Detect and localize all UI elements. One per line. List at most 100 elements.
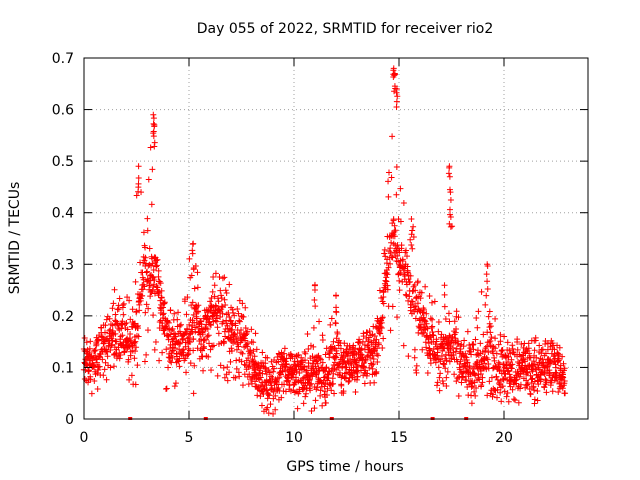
data-point — [91, 347, 98, 354]
data-point — [414, 300, 421, 307]
data-point — [468, 400, 475, 407]
data-point — [376, 287, 383, 294]
data-point — [229, 321, 236, 328]
data-point — [527, 354, 534, 361]
data-point — [228, 348, 235, 355]
data-point — [109, 329, 116, 336]
data-point — [204, 326, 211, 333]
data-point — [112, 311, 119, 318]
data-point — [153, 257, 160, 264]
data-point — [409, 288, 416, 295]
data-point — [308, 407, 315, 414]
data-point — [333, 354, 340, 361]
data-point — [150, 267, 157, 274]
data-point — [117, 336, 124, 343]
data-point — [496, 381, 503, 388]
data-point — [438, 352, 445, 359]
data-point — [301, 363, 308, 370]
data-point — [246, 371, 253, 378]
data-point — [259, 349, 266, 356]
data-point — [81, 335, 88, 342]
data-point — [110, 363, 117, 370]
data-point — [303, 390, 310, 397]
data-point — [236, 373, 243, 380]
data-point — [218, 303, 225, 310]
data-point — [328, 315, 335, 322]
data-point — [112, 330, 119, 337]
data-point — [302, 350, 309, 357]
data-point — [377, 323, 384, 330]
data-point — [293, 366, 300, 373]
data-point — [99, 356, 106, 363]
data-point — [485, 349, 492, 356]
data-point — [525, 345, 532, 352]
data-point — [457, 368, 464, 375]
data-point — [116, 355, 123, 362]
data-point — [207, 346, 214, 353]
data-point — [108, 342, 115, 349]
data-point — [213, 312, 220, 319]
data-point — [144, 268, 151, 275]
data-point — [111, 286, 118, 293]
data-point — [242, 325, 249, 332]
data-point — [221, 274, 228, 281]
data-point — [394, 93, 401, 100]
data-point — [175, 309, 182, 316]
data-point — [396, 287, 403, 294]
data-point — [232, 374, 239, 381]
data-point — [424, 370, 431, 377]
data-point — [419, 330, 426, 337]
data-point — [387, 327, 394, 334]
data-point — [189, 329, 196, 336]
data-point — [546, 370, 553, 377]
data-point — [183, 369, 190, 376]
data-point — [223, 289, 230, 296]
data-point — [215, 330, 222, 337]
data-point — [252, 330, 259, 337]
data-point — [508, 365, 515, 372]
data-point — [217, 362, 224, 369]
data-point — [377, 330, 384, 337]
data-point — [397, 185, 404, 192]
data-point — [441, 303, 448, 310]
data-point — [244, 328, 251, 335]
data-point — [498, 351, 505, 358]
data-point — [418, 321, 425, 328]
data-point — [92, 347, 99, 354]
data-point — [538, 346, 545, 353]
data-point — [397, 269, 404, 276]
data-point — [392, 227, 399, 234]
data-point — [474, 347, 481, 354]
data-point — [191, 285, 198, 292]
data-point — [375, 341, 382, 348]
data-point — [370, 355, 377, 362]
data-point — [153, 263, 160, 270]
data-point — [561, 377, 568, 384]
data-point — [248, 326, 255, 333]
data-point — [444, 368, 451, 375]
data-point — [334, 330, 341, 337]
data-point — [394, 252, 401, 259]
data-point — [176, 355, 183, 362]
data-point — [516, 360, 523, 367]
data-point — [370, 361, 377, 368]
data-point — [125, 356, 132, 363]
data-point — [343, 375, 350, 382]
data-point — [368, 361, 375, 368]
data-point — [430, 332, 437, 339]
data-point — [358, 345, 365, 352]
data-point — [486, 339, 493, 346]
data-point — [232, 332, 239, 339]
data-point — [491, 357, 498, 364]
data-point — [561, 365, 568, 372]
data-point — [487, 337, 494, 344]
data-point — [147, 144, 154, 151]
data-point — [186, 255, 193, 262]
data-point — [135, 333, 142, 340]
data-point — [221, 339, 228, 346]
data-point — [310, 324, 317, 331]
data-point — [151, 346, 158, 353]
data-point — [447, 223, 454, 230]
data-point — [352, 389, 359, 396]
